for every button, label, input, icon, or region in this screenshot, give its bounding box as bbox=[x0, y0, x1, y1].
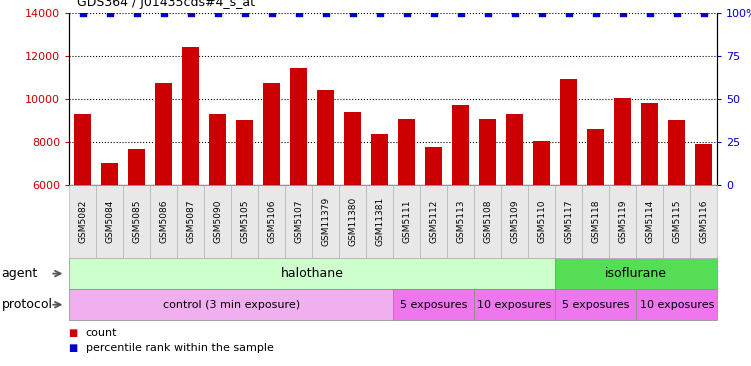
Text: GSM5090: GSM5090 bbox=[213, 200, 222, 243]
Text: GDS364 / J01435cds#4_s_at: GDS364 / J01435cds#4_s_at bbox=[77, 0, 255, 9]
Point bbox=[562, 10, 575, 16]
Text: 5 exposures: 5 exposures bbox=[562, 300, 629, 310]
Bar bbox=[614, 98, 632, 314]
Text: agent: agent bbox=[2, 267, 38, 280]
Point bbox=[239, 10, 251, 16]
Point bbox=[671, 10, 683, 16]
Bar bbox=[668, 120, 686, 314]
Text: GSM5116: GSM5116 bbox=[699, 200, 708, 243]
Point bbox=[266, 10, 278, 16]
Text: GSM11380: GSM11380 bbox=[348, 197, 357, 246]
Point bbox=[617, 10, 629, 16]
Point bbox=[400, 10, 412, 16]
Text: GSM5084: GSM5084 bbox=[105, 200, 114, 243]
Text: GSM5087: GSM5087 bbox=[186, 200, 195, 243]
Bar bbox=[641, 103, 659, 314]
Text: ■: ■ bbox=[68, 343, 77, 353]
Text: isoflurane: isoflurane bbox=[605, 267, 667, 280]
Bar bbox=[506, 114, 523, 314]
Text: GSM5118: GSM5118 bbox=[591, 200, 600, 243]
Text: protocol: protocol bbox=[2, 298, 53, 311]
Bar bbox=[452, 105, 469, 314]
Bar bbox=[398, 119, 415, 314]
Text: GSM5085: GSM5085 bbox=[132, 200, 141, 243]
Text: GSM5105: GSM5105 bbox=[240, 200, 249, 243]
Text: GSM5113: GSM5113 bbox=[456, 200, 465, 243]
Bar bbox=[155, 83, 173, 314]
Bar bbox=[587, 129, 605, 314]
Text: GSM5110: GSM5110 bbox=[537, 200, 546, 243]
Text: GSM5115: GSM5115 bbox=[672, 200, 681, 243]
Point bbox=[508, 10, 520, 16]
Bar bbox=[560, 79, 578, 314]
Point bbox=[454, 10, 466, 16]
Text: GSM5112: GSM5112 bbox=[429, 200, 438, 243]
Point bbox=[644, 10, 656, 16]
Bar bbox=[101, 163, 119, 314]
Bar bbox=[317, 90, 334, 314]
Point bbox=[374, 10, 386, 16]
Point bbox=[293, 10, 305, 16]
Text: count: count bbox=[86, 328, 117, 338]
Text: GSM5114: GSM5114 bbox=[645, 200, 654, 243]
Bar bbox=[263, 83, 280, 314]
Point bbox=[427, 10, 439, 16]
Point bbox=[158, 10, 170, 16]
Text: GSM11381: GSM11381 bbox=[376, 197, 385, 246]
Point bbox=[590, 10, 602, 16]
Text: GSM5111: GSM5111 bbox=[402, 200, 411, 243]
Point bbox=[104, 10, 116, 16]
Text: GSM5117: GSM5117 bbox=[564, 200, 573, 243]
Point bbox=[320, 10, 332, 16]
Point bbox=[212, 10, 224, 16]
Text: control (3 min exposure): control (3 min exposure) bbox=[162, 300, 300, 310]
Bar bbox=[695, 144, 713, 314]
Text: ■: ■ bbox=[68, 328, 77, 338]
Bar bbox=[209, 114, 226, 314]
Text: 5 exposures: 5 exposures bbox=[400, 300, 467, 310]
Point bbox=[131, 10, 143, 16]
Text: GSM5086: GSM5086 bbox=[159, 200, 168, 243]
Point bbox=[77, 10, 89, 16]
Bar bbox=[236, 120, 253, 314]
Bar bbox=[425, 147, 442, 314]
Point bbox=[185, 10, 197, 16]
Bar bbox=[128, 149, 146, 314]
Text: GSM5082: GSM5082 bbox=[78, 200, 87, 243]
Text: GSM11379: GSM11379 bbox=[321, 197, 330, 246]
Bar bbox=[344, 112, 361, 314]
Point bbox=[535, 10, 547, 16]
Bar bbox=[479, 119, 496, 314]
Text: GSM5106: GSM5106 bbox=[267, 200, 276, 243]
Text: GSM5107: GSM5107 bbox=[294, 200, 303, 243]
Text: percentile rank within the sample: percentile rank within the sample bbox=[86, 343, 273, 353]
Bar bbox=[533, 141, 550, 314]
Bar bbox=[371, 134, 388, 314]
Text: GSM5109: GSM5109 bbox=[510, 200, 519, 243]
Point bbox=[481, 10, 493, 16]
Bar bbox=[290, 68, 307, 314]
Text: halothane: halothane bbox=[281, 267, 343, 280]
Text: 10 exposures: 10 exposures bbox=[478, 300, 552, 310]
Text: GSM5108: GSM5108 bbox=[483, 200, 492, 243]
Point bbox=[347, 10, 359, 16]
Text: 10 exposures: 10 exposures bbox=[640, 300, 714, 310]
Bar bbox=[182, 47, 199, 314]
Text: GSM5119: GSM5119 bbox=[618, 200, 627, 243]
Point bbox=[698, 10, 710, 16]
Bar bbox=[74, 114, 92, 314]
